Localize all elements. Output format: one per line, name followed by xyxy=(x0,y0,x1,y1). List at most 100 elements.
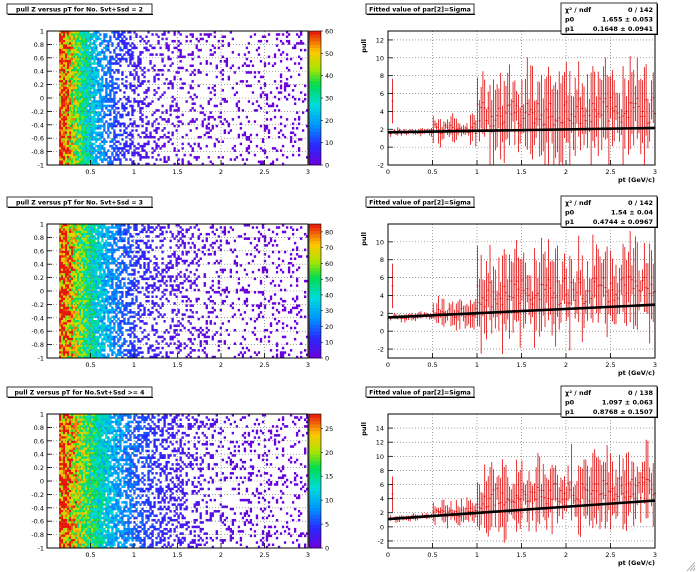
heatmap-cell xyxy=(79,239,82,243)
heatmap-cell xyxy=(107,324,110,328)
heatmap-cell xyxy=(77,149,80,152)
heatmap-cell xyxy=(107,337,110,341)
heatmap-cell xyxy=(111,162,114,166)
heatmap-cell xyxy=(83,133,86,137)
heatmap-cell xyxy=(59,127,62,130)
heatmap-cell xyxy=(91,158,94,161)
heatmap-cell xyxy=(205,144,208,148)
heatmap-cell xyxy=(257,53,261,56)
heatmap-cell xyxy=(79,284,82,287)
heatmap-cell xyxy=(69,95,72,99)
heatmap-cell xyxy=(101,346,104,350)
heatmap-cell xyxy=(103,158,106,161)
heatmap-cell xyxy=(99,315,102,319)
heatmap-cell xyxy=(69,264,72,267)
heatmap-cell xyxy=(95,250,98,254)
heatmap-cell xyxy=(105,250,108,254)
heatmap-cell xyxy=(155,261,158,265)
heatmap-cell xyxy=(189,95,192,99)
heatmap-cell xyxy=(69,48,72,52)
heatmap-cell xyxy=(107,299,110,303)
heatmap-cell xyxy=(75,64,78,68)
heatmap-cell xyxy=(79,73,82,76)
heatmap-cell xyxy=(147,228,150,231)
heatmap-cell xyxy=(95,158,98,161)
heatmap-cell xyxy=(123,53,126,56)
heatmap-cell xyxy=(221,162,224,166)
heatmap-cell xyxy=(105,337,108,341)
heatmap-cell xyxy=(77,342,80,345)
heatmap-cell xyxy=(91,230,94,234)
heatmap-cell xyxy=(71,42,74,45)
heatmap-cell xyxy=(67,73,70,76)
heatmap-cell xyxy=(103,313,106,316)
heatmap-cell xyxy=(73,42,76,45)
heatmap-cell xyxy=(127,95,130,99)
heatmap-cell xyxy=(87,84,90,88)
heatmap-cell xyxy=(199,37,202,41)
heatmap-cell xyxy=(187,160,190,164)
heatmap-cell xyxy=(115,46,118,50)
heatmap-cell xyxy=(177,120,180,123)
heatmap-cell xyxy=(157,224,160,227)
heatmap-cell xyxy=(281,51,285,54)
heatmap-cell xyxy=(75,293,78,296)
heatmap-cell xyxy=(125,246,128,249)
heatmap-cell xyxy=(207,33,210,36)
heatmap-cell xyxy=(95,273,98,276)
heatmap-cell xyxy=(61,66,64,70)
heatmap-cell xyxy=(111,122,114,126)
heatmap-cell xyxy=(171,95,174,99)
heatmap-cell xyxy=(61,324,64,328)
colorbar-segment xyxy=(309,118,321,122)
heatmap-cell xyxy=(63,257,66,261)
heatmap-cell xyxy=(73,259,76,263)
heatmap-cell xyxy=(81,326,84,330)
heatmap-cell xyxy=(95,133,98,137)
heatmap-cell xyxy=(75,264,78,267)
heatmap-cell xyxy=(297,149,301,152)
heatmap-cell xyxy=(63,228,66,231)
heatmap-cell xyxy=(151,53,154,56)
heatmap-cell xyxy=(127,344,130,348)
heatmap-cell xyxy=(113,248,116,252)
heatmap-cell xyxy=(63,153,66,157)
heatmap-cell xyxy=(143,135,146,139)
heatmap-cell xyxy=(85,84,88,88)
heatmap-cell xyxy=(79,60,82,63)
heatmap-cell xyxy=(145,288,148,292)
heatmap-cell xyxy=(79,324,82,328)
heatmap-cell xyxy=(81,324,84,328)
heatmap-cell xyxy=(101,244,104,247)
heatmap-cell xyxy=(61,135,64,139)
heatmap-cell xyxy=(63,113,66,117)
heatmap-cell xyxy=(261,35,265,38)
heatmap-cell xyxy=(75,147,78,150)
heatmap-cell xyxy=(121,344,124,348)
heatmap-cell xyxy=(117,31,120,34)
heatmap-cell xyxy=(103,115,106,119)
heatmap-cell xyxy=(95,344,98,348)
heatmap-cell xyxy=(129,335,132,339)
heatmap-cell xyxy=(87,248,90,252)
heatmap-cell xyxy=(103,293,106,296)
heatmap-cell xyxy=(117,100,120,103)
heatmap-cell xyxy=(99,156,102,159)
heatmap-cell xyxy=(137,153,140,157)
heatmap-cell xyxy=(145,48,148,52)
heatmap-cell xyxy=(107,100,110,103)
heatmap-cell xyxy=(87,33,90,36)
heatmap-cell xyxy=(65,113,68,117)
heatmap-cell xyxy=(119,237,122,240)
heatmap-cell xyxy=(87,304,90,307)
heatmap-cell xyxy=(71,46,74,50)
heatmap-cell xyxy=(231,51,235,54)
heatmap-cell xyxy=(73,133,76,137)
heatmap-cell xyxy=(67,51,70,54)
heatmap-cell xyxy=(131,331,134,334)
heatmap-cell xyxy=(105,89,108,92)
heatmap-cell xyxy=(67,322,70,325)
heatmap-cell xyxy=(63,264,66,267)
heatmap-cell xyxy=(87,122,90,126)
heatmap-cell xyxy=(125,295,128,298)
